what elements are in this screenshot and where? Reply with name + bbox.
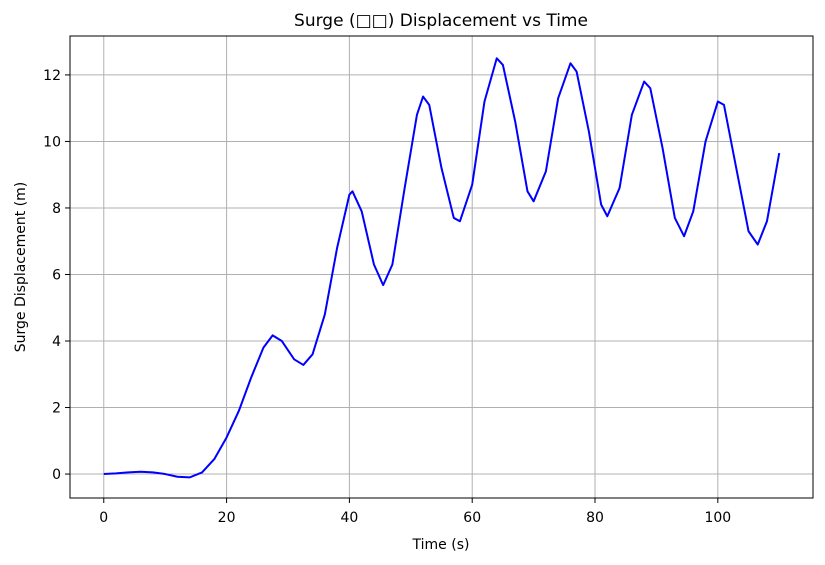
- y-axis-label: Surge Displacement (m): [13, 182, 29, 352]
- x-tick-label: 60: [463, 510, 481, 526]
- y-tick-label: 12: [43, 68, 61, 84]
- y-tick-label: 2: [52, 401, 61, 417]
- x-axis-label: Time (s): [412, 537, 470, 553]
- y-tick-label: 10: [43, 134, 61, 150]
- data-line: [103, 57, 781, 479]
- x-tick-label: 20: [218, 510, 236, 526]
- x-tick-label: 100: [704, 510, 731, 526]
- chart-title: Surge (□□) Displacement vs Time: [294, 11, 588, 31]
- y-tick-label: 4: [52, 334, 61, 350]
- x-tick-label: 0: [99, 510, 108, 526]
- y-tick-label: 6: [52, 267, 61, 283]
- x-tick-label: 80: [586, 510, 604, 526]
- plot-frame: [69, 35, 814, 499]
- x-tick-label: 40: [340, 510, 358, 526]
- y-tick-label: 8: [52, 201, 61, 217]
- y-tick-label: 0: [52, 467, 61, 483]
